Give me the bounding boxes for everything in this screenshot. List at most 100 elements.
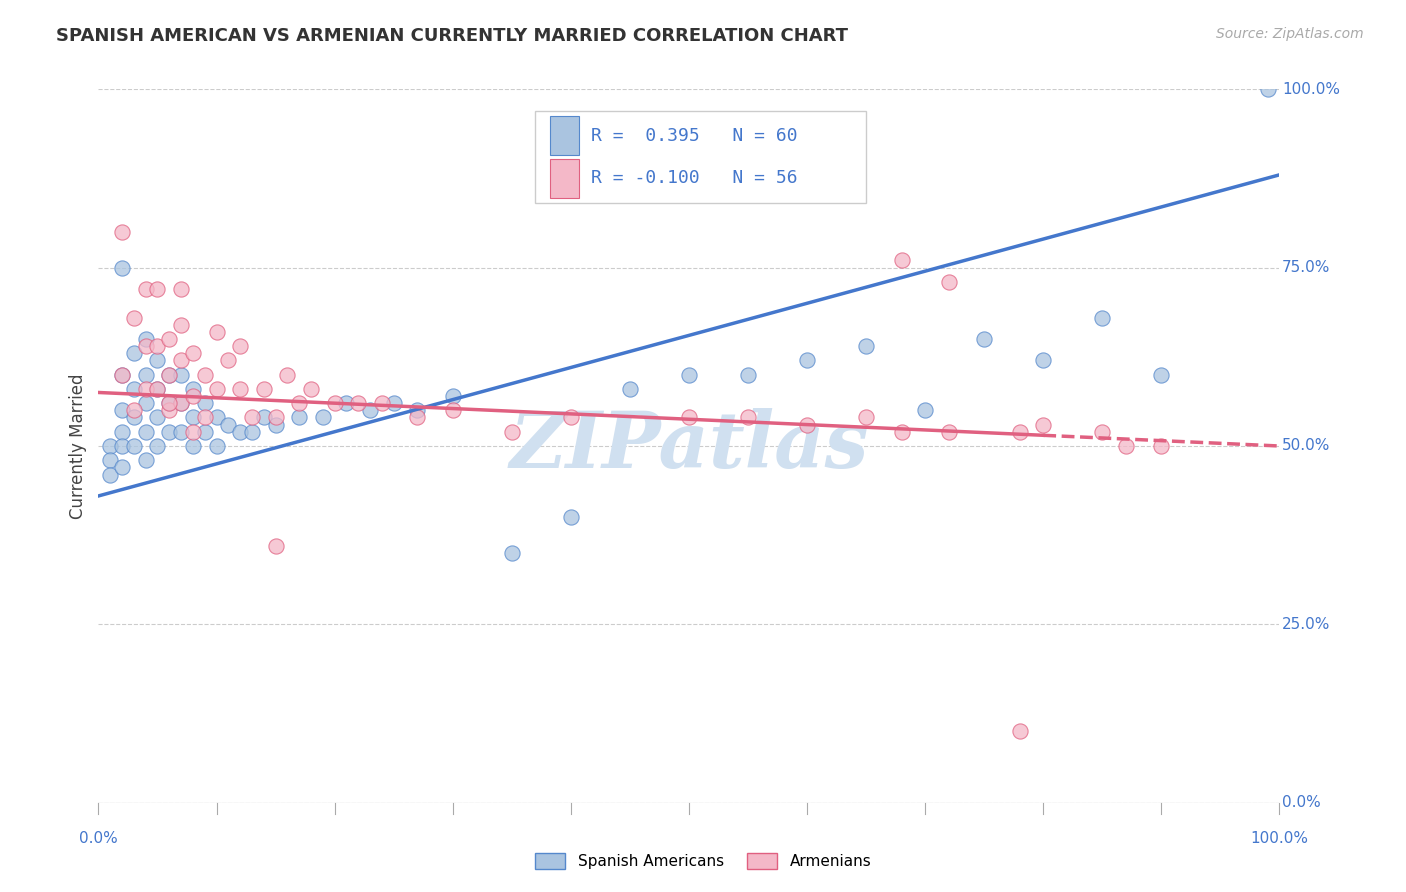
- Point: [1150, 368, 1173, 382]
- Point: [111, 368, 134, 382]
- Text: Source: ZipAtlas.com: Source: ZipAtlas.com: [1216, 27, 1364, 41]
- Point: [288, 410, 311, 425]
- Point: [181, 389, 204, 403]
- Point: [240, 425, 263, 439]
- Point: [146, 382, 169, 396]
- Point: [170, 318, 193, 332]
- Point: [146, 339, 169, 353]
- Point: [1008, 425, 1031, 439]
- Point: [737, 410, 759, 425]
- Point: [501, 546, 523, 560]
- Point: [501, 425, 523, 439]
- Point: [288, 396, 311, 410]
- Point: [170, 396, 193, 410]
- Point: [441, 389, 464, 403]
- Text: 100.0%: 100.0%: [1282, 82, 1340, 96]
- Point: [157, 368, 180, 382]
- Point: [973, 332, 995, 346]
- Point: [181, 425, 204, 439]
- Text: 0.0%: 0.0%: [1282, 796, 1320, 810]
- FancyBboxPatch shape: [550, 159, 579, 198]
- Point: [135, 382, 157, 396]
- Point: [122, 346, 145, 360]
- Point: [135, 396, 157, 410]
- Point: [146, 410, 169, 425]
- Point: [796, 353, 818, 368]
- Point: [441, 403, 464, 417]
- Point: [98, 467, 121, 482]
- Point: [229, 339, 252, 353]
- Point: [98, 453, 121, 467]
- Point: [111, 260, 134, 275]
- Point: [312, 410, 335, 425]
- Point: [170, 425, 193, 439]
- Point: [194, 410, 217, 425]
- Point: [122, 410, 145, 425]
- Point: [122, 403, 145, 417]
- Point: [1115, 439, 1137, 453]
- Point: [890, 253, 912, 268]
- Point: [146, 282, 169, 296]
- Point: [205, 325, 228, 339]
- Text: 100.0%: 100.0%: [1250, 831, 1309, 847]
- Point: [194, 425, 217, 439]
- Point: [1091, 425, 1114, 439]
- Point: [253, 382, 276, 396]
- Text: 75.0%: 75.0%: [1282, 260, 1330, 275]
- Point: [1008, 724, 1031, 739]
- Point: [181, 410, 204, 425]
- Text: R =  0.395   N = 60: R = 0.395 N = 60: [591, 127, 797, 145]
- Point: [122, 310, 145, 325]
- Point: [1150, 439, 1173, 453]
- Legend: Spanish Americans, Armenians: Spanish Americans, Armenians: [529, 847, 877, 875]
- Point: [229, 382, 252, 396]
- Point: [157, 396, 180, 410]
- Point: [111, 403, 134, 417]
- Point: [181, 346, 204, 360]
- Point: [135, 368, 157, 382]
- FancyBboxPatch shape: [550, 116, 579, 155]
- Point: [194, 368, 217, 382]
- Point: [335, 396, 357, 410]
- Point: [406, 410, 429, 425]
- Point: [938, 425, 960, 439]
- Point: [170, 396, 193, 410]
- Point: [347, 396, 370, 410]
- Y-axis label: Currently Married: Currently Married: [69, 373, 87, 519]
- Point: [560, 510, 582, 524]
- Point: [157, 368, 180, 382]
- Point: [855, 410, 877, 425]
- Point: [406, 403, 429, 417]
- Point: [146, 353, 169, 368]
- Point: [135, 332, 157, 346]
- Point: [914, 403, 936, 417]
- Point: [737, 368, 759, 382]
- Point: [111, 439, 134, 453]
- Point: [205, 410, 228, 425]
- Point: [135, 282, 157, 296]
- Point: [146, 382, 169, 396]
- Point: [181, 439, 204, 453]
- Point: [111, 225, 134, 239]
- Point: [560, 410, 582, 425]
- Point: [382, 396, 405, 410]
- Point: [170, 353, 193, 368]
- Text: 0.0%: 0.0%: [79, 831, 118, 847]
- Point: [98, 439, 121, 453]
- Point: [264, 417, 287, 432]
- Point: [181, 382, 204, 396]
- Point: [229, 425, 252, 439]
- Point: [890, 425, 912, 439]
- Point: [1091, 310, 1114, 325]
- Point: [205, 439, 228, 453]
- Point: [146, 439, 169, 453]
- Point: [170, 282, 193, 296]
- Point: [217, 353, 239, 368]
- Text: 50.0%: 50.0%: [1282, 439, 1330, 453]
- Point: [264, 410, 287, 425]
- Point: [264, 539, 287, 553]
- Point: [678, 368, 700, 382]
- Point: [157, 425, 180, 439]
- Point: [1257, 82, 1279, 96]
- Point: [1032, 417, 1054, 432]
